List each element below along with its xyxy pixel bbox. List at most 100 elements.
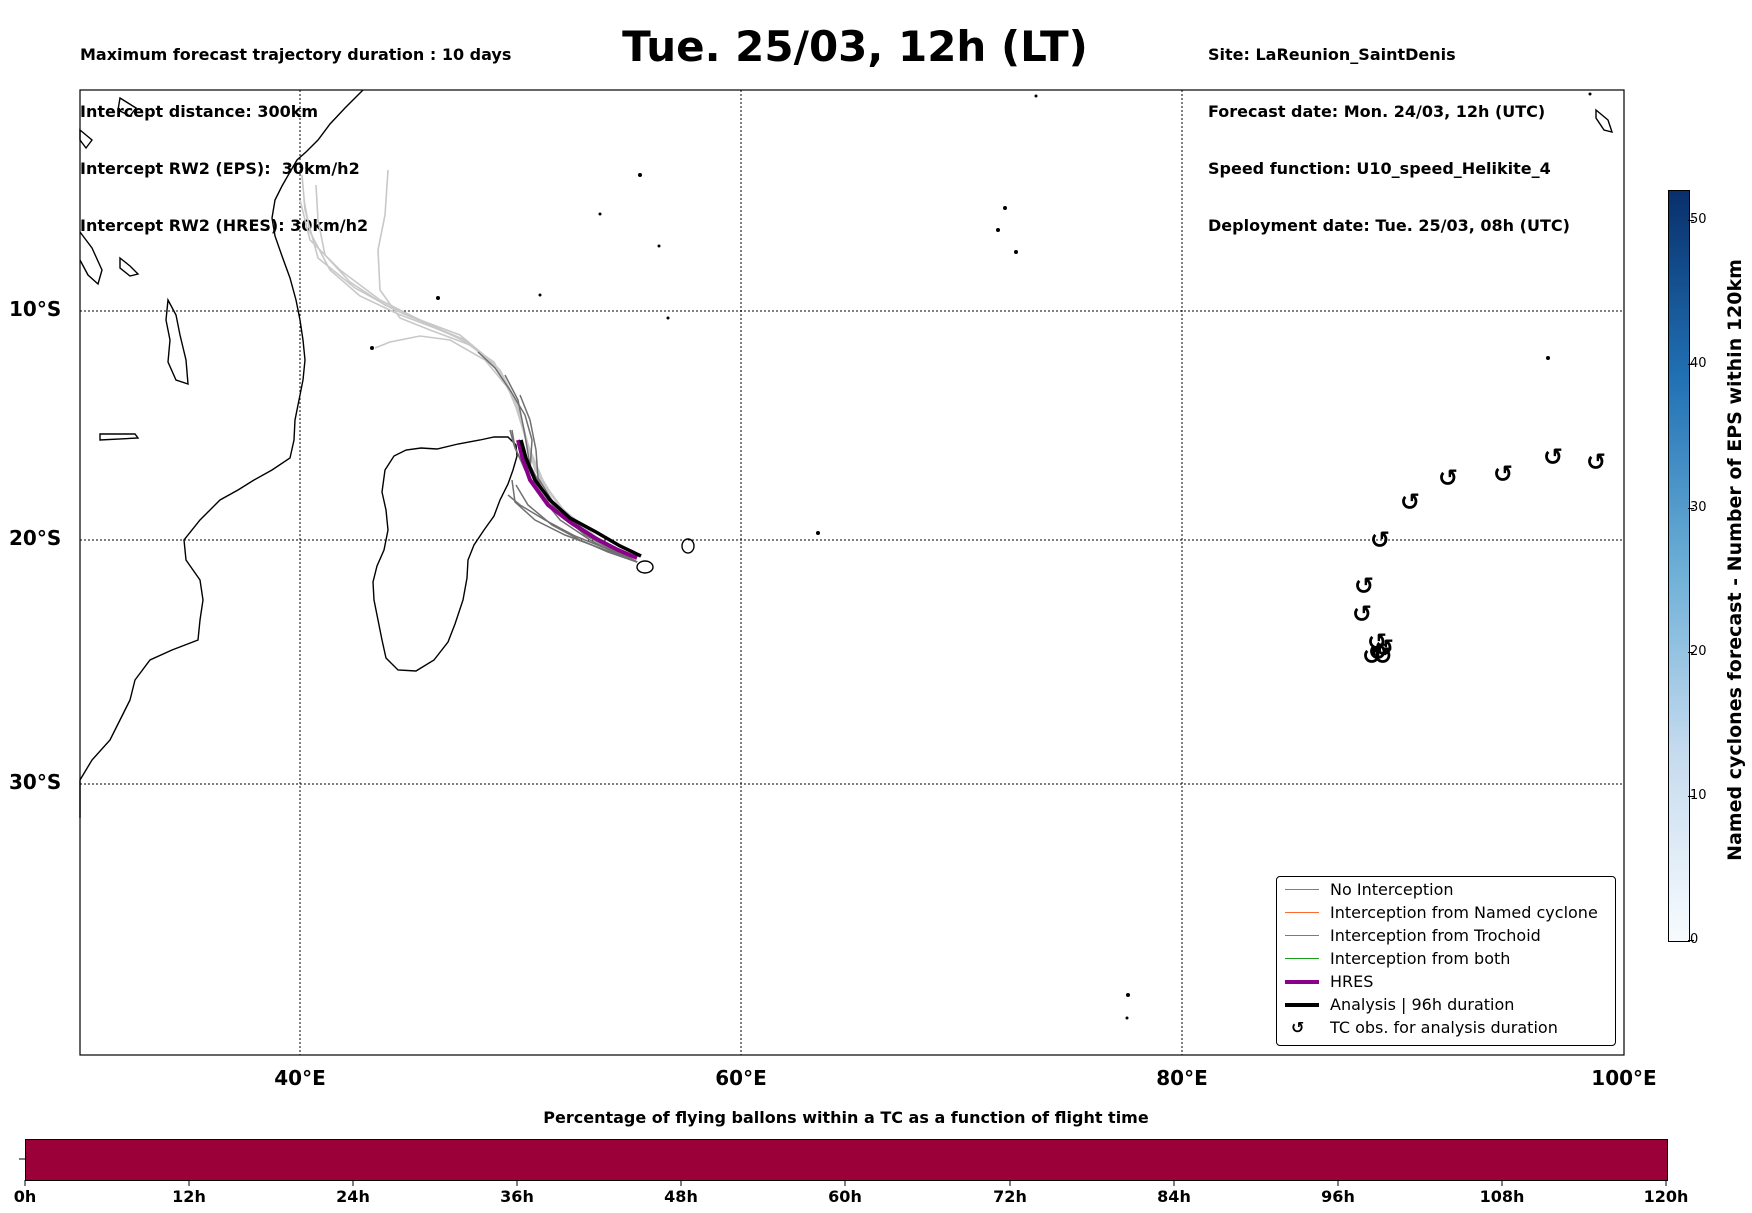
island-dot bbox=[1126, 993, 1130, 997]
header-line-duration: Maximum forecast trajectory duration : 1… bbox=[80, 45, 512, 64]
hbar-label: 96h bbox=[1321, 1187, 1355, 1206]
header-line-deployment-date: Deployment date: Tue. 25/03, 08h (UTC) bbox=[1208, 216, 1570, 235]
reunion-island bbox=[636, 560, 654, 574]
island-dot bbox=[1003, 206, 1007, 210]
trajectory-line bbox=[511, 479, 638, 563]
island-dot bbox=[816, 531, 820, 535]
legend-item-tc-obs: ↺ TC obs. for analysis duration bbox=[1277, 1017, 1615, 1039]
tc-obs-marker: ↺ bbox=[1543, 443, 1563, 471]
tc-obs-marker: ↺ bbox=[1586, 448, 1606, 476]
tc-obs-marker: ↺ bbox=[1370, 526, 1390, 554]
header-line-rw2-hres: Intercept RW2 (HRES): 30km/h2 bbox=[80, 216, 369, 235]
island-dot bbox=[538, 293, 542, 297]
header-line-forecast-date: Forecast date: Mon. 24/03, 12h (UTC) bbox=[1208, 102, 1546, 121]
header-line-speed-function: Speed function: U10_speed_Helikite_4 bbox=[1208, 159, 1551, 178]
legend-item-both: Interception from both bbox=[1277, 948, 1615, 970]
tc-obs-marker: ↺ bbox=[1400, 488, 1420, 516]
kenya-islets bbox=[117, 96, 138, 117]
header-info-left: Maximum forecast trajectory duration : 1… bbox=[80, 7, 511, 254]
island-dot bbox=[666, 316, 670, 320]
legend-label: HRES bbox=[1330, 972, 1374, 991]
tc-obs-marker: ↺ bbox=[1374, 634, 1394, 662]
tc-obs-marker: ↺ bbox=[1362, 642, 1382, 670]
small-islands bbox=[370, 92, 1592, 1020]
tanzania-coast bbox=[79, 231, 103, 286]
legend-label: No Interception bbox=[1330, 880, 1454, 899]
tc-obs-marker: ↺ bbox=[1367, 628, 1387, 656]
colorbar-tick: 50 bbox=[1688, 212, 1707, 227]
map-frame bbox=[79, 89, 1625, 1056]
island-dot bbox=[657, 244, 661, 248]
legend-item-trochoid: Interception from Trochoid bbox=[1277, 925, 1615, 947]
africa-coast bbox=[79, 89, 364, 818]
mozambique-channel-coast bbox=[99, 433, 140, 441]
lake-island bbox=[165, 297, 189, 385]
legend-item-no-interception: No Interception bbox=[1277, 879, 1615, 901]
legend-swatch bbox=[1285, 889, 1319, 890]
cyclone-icon: ↺ bbox=[1291, 1018, 1305, 1037]
colorbar-tick: 40 bbox=[1688, 356, 1707, 371]
island-dot bbox=[996, 228, 1000, 232]
hbar-label: 24h bbox=[336, 1187, 370, 1206]
legend-swatch bbox=[1285, 958, 1319, 959]
island-dot bbox=[1125, 1016, 1129, 1020]
madagascar-coast bbox=[372, 436, 518, 672]
island-dot bbox=[436, 296, 440, 300]
mauritius-island bbox=[681, 538, 695, 554]
legend-swatch bbox=[1285, 912, 1319, 913]
colorbar-tick: 30 bbox=[1688, 500, 1707, 515]
island-dot bbox=[598, 212, 602, 216]
tc-obs-marker: ↺ bbox=[1438, 464, 1458, 492]
hbar-label: 84h bbox=[1157, 1187, 1191, 1206]
horizontal-colorbar-title: Percentage of flying ballons within a TC… bbox=[543, 1108, 1149, 1127]
header-line-site: Site: LaReunion_SaintDenis bbox=[1208, 45, 1456, 64]
legend-item-hres: HRES bbox=[1277, 971, 1615, 993]
island-dot bbox=[1546, 356, 1550, 360]
header-line-rw2-eps: Intercept RW2 (EPS): 30km/h2 bbox=[80, 159, 360, 178]
hbar-label: 12h bbox=[172, 1187, 206, 1206]
tc-obs-marker: ↺ bbox=[1354, 572, 1374, 600]
sumatra-coast bbox=[1595, 108, 1614, 133]
zanzibar-island bbox=[119, 256, 140, 277]
legend-label: Interception from Named cyclone bbox=[1330, 903, 1598, 922]
legend-swatch bbox=[1285, 980, 1319, 984]
lon-label-40e: 40°E bbox=[274, 1066, 326, 1090]
tc-obs-marker: ↺ bbox=[1368, 638, 1388, 666]
island-dot bbox=[370, 346, 374, 350]
lat-label-30s: 30°S bbox=[9, 770, 62, 794]
hbar-label: 60h bbox=[828, 1187, 862, 1206]
lon-label-100e: 100°E bbox=[1591, 1066, 1657, 1090]
hbar-label: 0h bbox=[13, 1187, 37, 1206]
header-info-right: Site: LaReunion_SaintDenis Forecast date… bbox=[1208, 7, 1570, 254]
lat-label-20s: 20°S bbox=[9, 526, 62, 550]
graticule bbox=[80, 90, 1624, 1055]
lon-label-80e: 80°E bbox=[1156, 1066, 1208, 1090]
hbar-label: 108h bbox=[1479, 1187, 1525, 1206]
colorbar-tick: 0 bbox=[1687, 932, 1699, 947]
legend-item-named-cyclone: Interception from Named cyclone bbox=[1277, 902, 1615, 924]
tc-obs-marker: ↺ bbox=[1352, 600, 1372, 628]
legend-item-analysis: Analysis | 96h duration bbox=[1277, 994, 1615, 1016]
legend-label: Interception from Trochoid bbox=[1330, 926, 1541, 945]
island-dot bbox=[1014, 250, 1018, 254]
analysis-trajectory bbox=[519, 439, 642, 558]
island-dot bbox=[1034, 94, 1038, 98]
trajectory-line bbox=[507, 494, 638, 563]
island-dot bbox=[1588, 92, 1592, 96]
map-title: Tue. 25/03, 12h (LT) bbox=[622, 22, 1088, 71]
tc-obs-marker: ↺ bbox=[1373, 642, 1393, 670]
lat-label-10s: 10°S bbox=[9, 297, 62, 321]
hbar-label: 48h bbox=[664, 1187, 698, 1206]
header-line-distance: Intercept distance: 300km bbox=[80, 102, 319, 121]
legend-label: Analysis | 96h duration bbox=[1330, 995, 1515, 1014]
hbar-label: 120h bbox=[1643, 1187, 1689, 1206]
legend-label: Interception from both bbox=[1330, 949, 1511, 968]
colorbar-tick: 10 bbox=[1688, 788, 1707, 803]
trajectory-line bbox=[515, 484, 638, 563]
colorbar-tick: 20 bbox=[1688, 644, 1707, 659]
lon-label-60e: 60°E bbox=[715, 1066, 767, 1090]
hbar-label: 36h bbox=[500, 1187, 534, 1206]
horizontal-colorbar bbox=[25, 1139, 1668, 1181]
